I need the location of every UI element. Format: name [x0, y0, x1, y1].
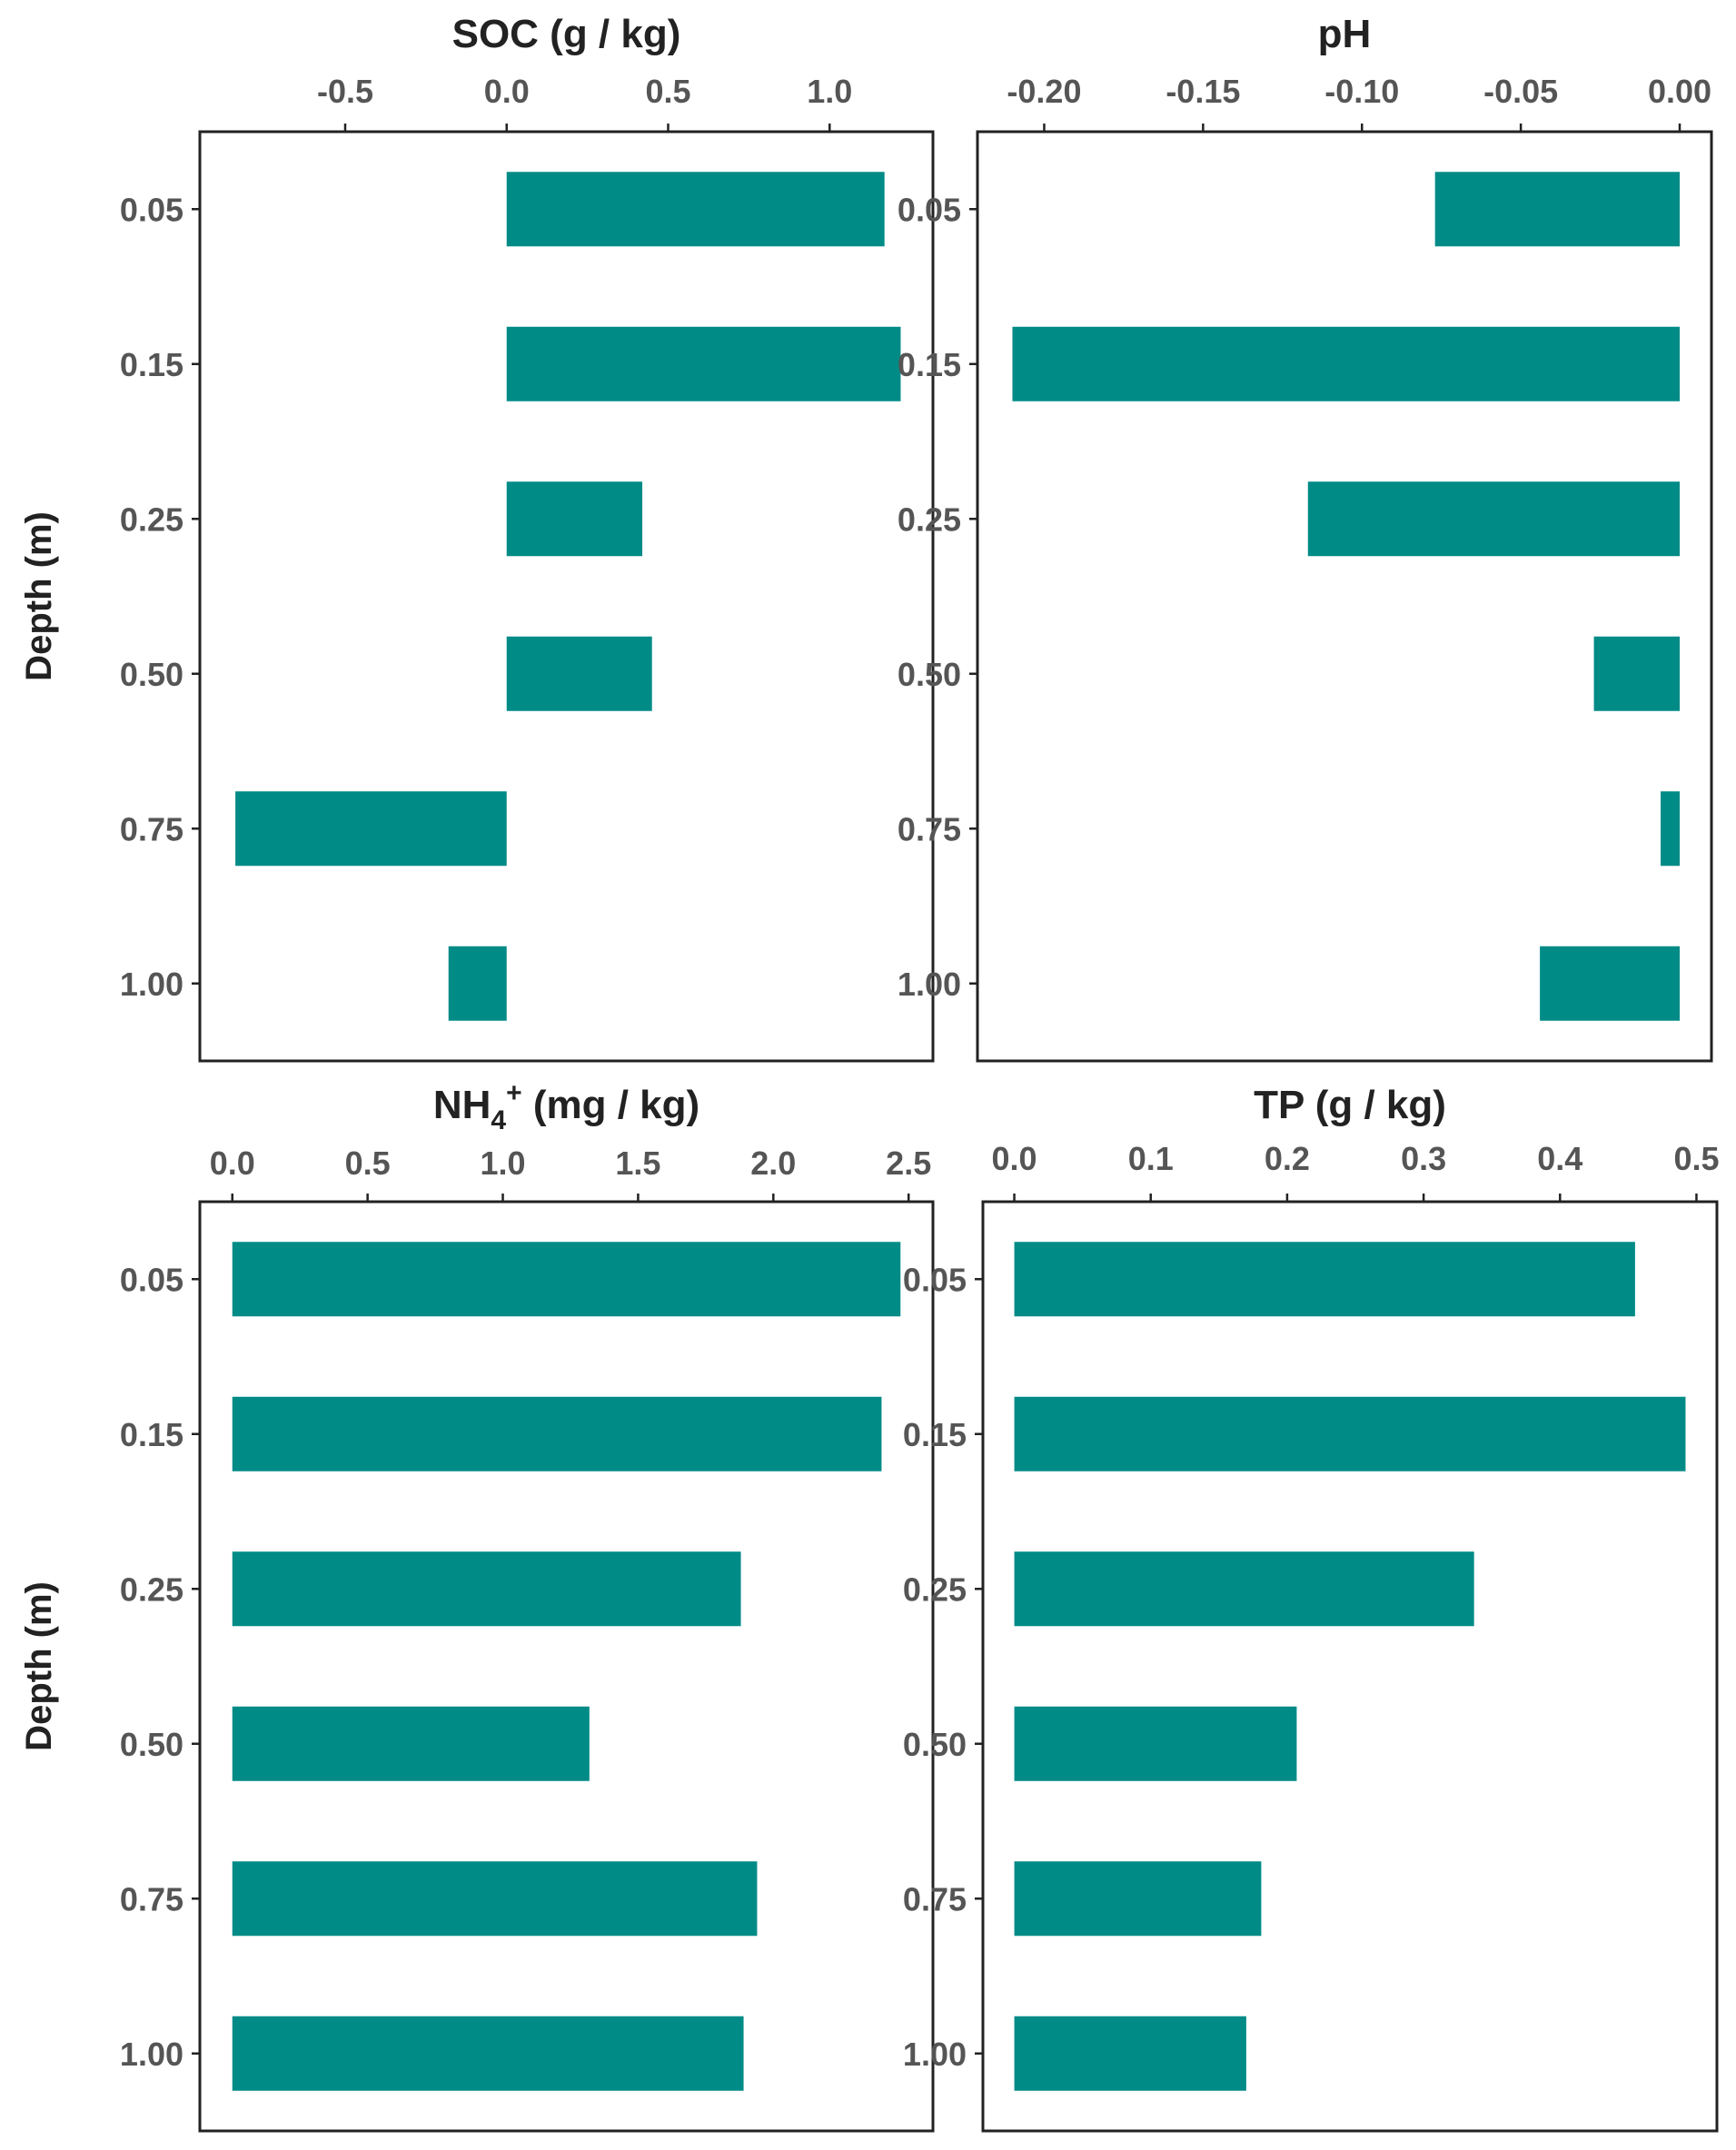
y-tick-label: 0.05 [903, 1261, 967, 1298]
plot-frame [976, 130, 1713, 1063]
y-tick-label: 0.05 [120, 191, 184, 228]
y-tick-label: 0.15 [120, 346, 184, 383]
bar-0.15 [232, 1396, 882, 1471]
y-tick-label: 1.00 [120, 966, 184, 1003]
bar-0.25 [232, 1551, 741, 1627]
x-tick-label: -0.20 [1007, 73, 1081, 110]
bar-0.15 [1014, 1396, 1686, 1471]
bar-0.05 [1434, 172, 1681, 247]
y-tick-label: 0.50 [898, 656, 961, 693]
y-tick-label: 0.25 [120, 500, 184, 538]
y-tick-label: 0.15 [903, 1416, 967, 1453]
plot-frame [198, 1200, 935, 2133]
bar-0.05 [232, 1242, 901, 1317]
x-tick-label: 0.0 [210, 1144, 255, 1182]
y-tick-label: 1.00 [903, 2036, 967, 2073]
y-tick-label: 0.25 [903, 1570, 967, 1608]
chart-title: SOC (g / kg) [452, 12, 681, 56]
x-tick-label: -0.10 [1324, 73, 1399, 110]
x-tick-label: 0.1 [1128, 1140, 1174, 1177]
plot-frame [981, 1200, 1719, 2133]
bar-0.50 [1593, 636, 1681, 711]
x-tick-label: 0.4 [1537, 1140, 1582, 1177]
title-subscript: 4 [491, 1105, 506, 1135]
bar-0.25 [1014, 1551, 1474, 1627]
x-tick-label: -0.05 [1483, 73, 1558, 110]
title-superscript: + [506, 1078, 522, 1108]
title-rest: (mg / kg) [522, 1083, 700, 1127]
x-tick-label: 0.5 [645, 73, 690, 110]
plot-frame [198, 130, 935, 1063]
bar-0.75 [232, 1861, 758, 1937]
x-tick-label: 2.5 [886, 1144, 931, 1182]
bar-0.05 [1014, 1242, 1635, 1317]
y-tick-label: 0.50 [120, 1726, 184, 1763]
y-tick-label: 0.25 [898, 500, 961, 538]
bar-0.25 [1307, 481, 1681, 557]
panel-0: SOC (g / kg) -0.5 0.0 0.5 1.0 0.05 0.15 0.25 0.5… [19, 12, 935, 1063]
x-tick-label: 2.0 [750, 1144, 796, 1182]
panel-2: NH4+ (mg / kg) 0.0 0.5 1.0 1.5 2.0 2.5 0.05 0.15… [19, 1078, 935, 2133]
y-tick-label: 1.00 [120, 2036, 184, 2073]
y-tick-label: 1.00 [898, 966, 961, 1003]
bar-1.00 [1540, 946, 1681, 1021]
bar-0.15 [1012, 326, 1681, 401]
x-tick-label: 0.2 [1265, 1140, 1310, 1177]
chart-title: NH4+ (mg / kg) [433, 1078, 699, 1135]
x-tick-label: 0.5 [1673, 1140, 1719, 1177]
y-tick-label: 0.15 [898, 346, 961, 383]
bar-1.00 [1014, 2016, 1246, 2091]
bar-0.75 [1014, 1861, 1262, 1937]
y-tick-label: 0.75 [120, 810, 184, 847]
x-tick-label: 0.00 [1648, 73, 1711, 110]
y-tick-label: 0.75 [898, 810, 961, 847]
bar-0.75 [1661, 791, 1681, 867]
y-tick-label: 0.50 [903, 1726, 967, 1763]
x-tick-label: 1.0 [480, 1144, 525, 1182]
bar-0.50 [506, 636, 652, 711]
panel-1: pH -0.20 -0.15 -0.10 -0.05 0.00 0.05 0.15 0.25 0.… [898, 12, 1713, 1063]
y-axis-label: Depth (m) [19, 511, 59, 681]
bar-1.00 [232, 2016, 744, 2091]
y-tick-label: 0.25 [120, 1570, 184, 1608]
y-tick-label: 0.75 [903, 1880, 967, 1917]
x-tick-label: 1.0 [807, 73, 852, 110]
x-tick-label: 0.5 [345, 1144, 391, 1182]
bar-0.15 [506, 326, 901, 401]
y-axis-label: Depth (m) [19, 1581, 59, 1751]
bar-0.50 [232, 1706, 590, 1781]
bar-0.50 [1014, 1706, 1297, 1781]
y-tick-label: 0.75 [120, 1880, 184, 1917]
x-tick-label: -0.15 [1166, 73, 1240, 110]
y-tick-label: 0.50 [120, 656, 184, 693]
x-tick-label: 0.0 [484, 73, 530, 110]
y-tick-label: 0.05 [898, 191, 961, 228]
bar-0.05 [506, 172, 885, 247]
x-tick-label: 0.0 [992, 1140, 1037, 1177]
y-tick-label: 0.05 [120, 1261, 184, 1298]
bar-0.75 [235, 791, 507, 867]
chart-title: TP (g / kg) [1254, 1083, 1446, 1127]
bar-1.00 [448, 946, 507, 1021]
x-tick-label: 0.3 [1401, 1140, 1446, 1177]
title-main: NH [433, 1083, 491, 1127]
bar-0.25 [506, 481, 643, 557]
panel-3: TP (g / kg) 0.0 0.1 0.2 0.3 0.4 0.5 0.05 0.15 0.2… [903, 1083, 1719, 2133]
y-tick-label: 0.15 [120, 1416, 184, 1453]
x-tick-label: -0.5 [317, 73, 373, 110]
x-tick-label: 1.5 [615, 1144, 660, 1182]
chart-title: pH [1318, 12, 1372, 56]
